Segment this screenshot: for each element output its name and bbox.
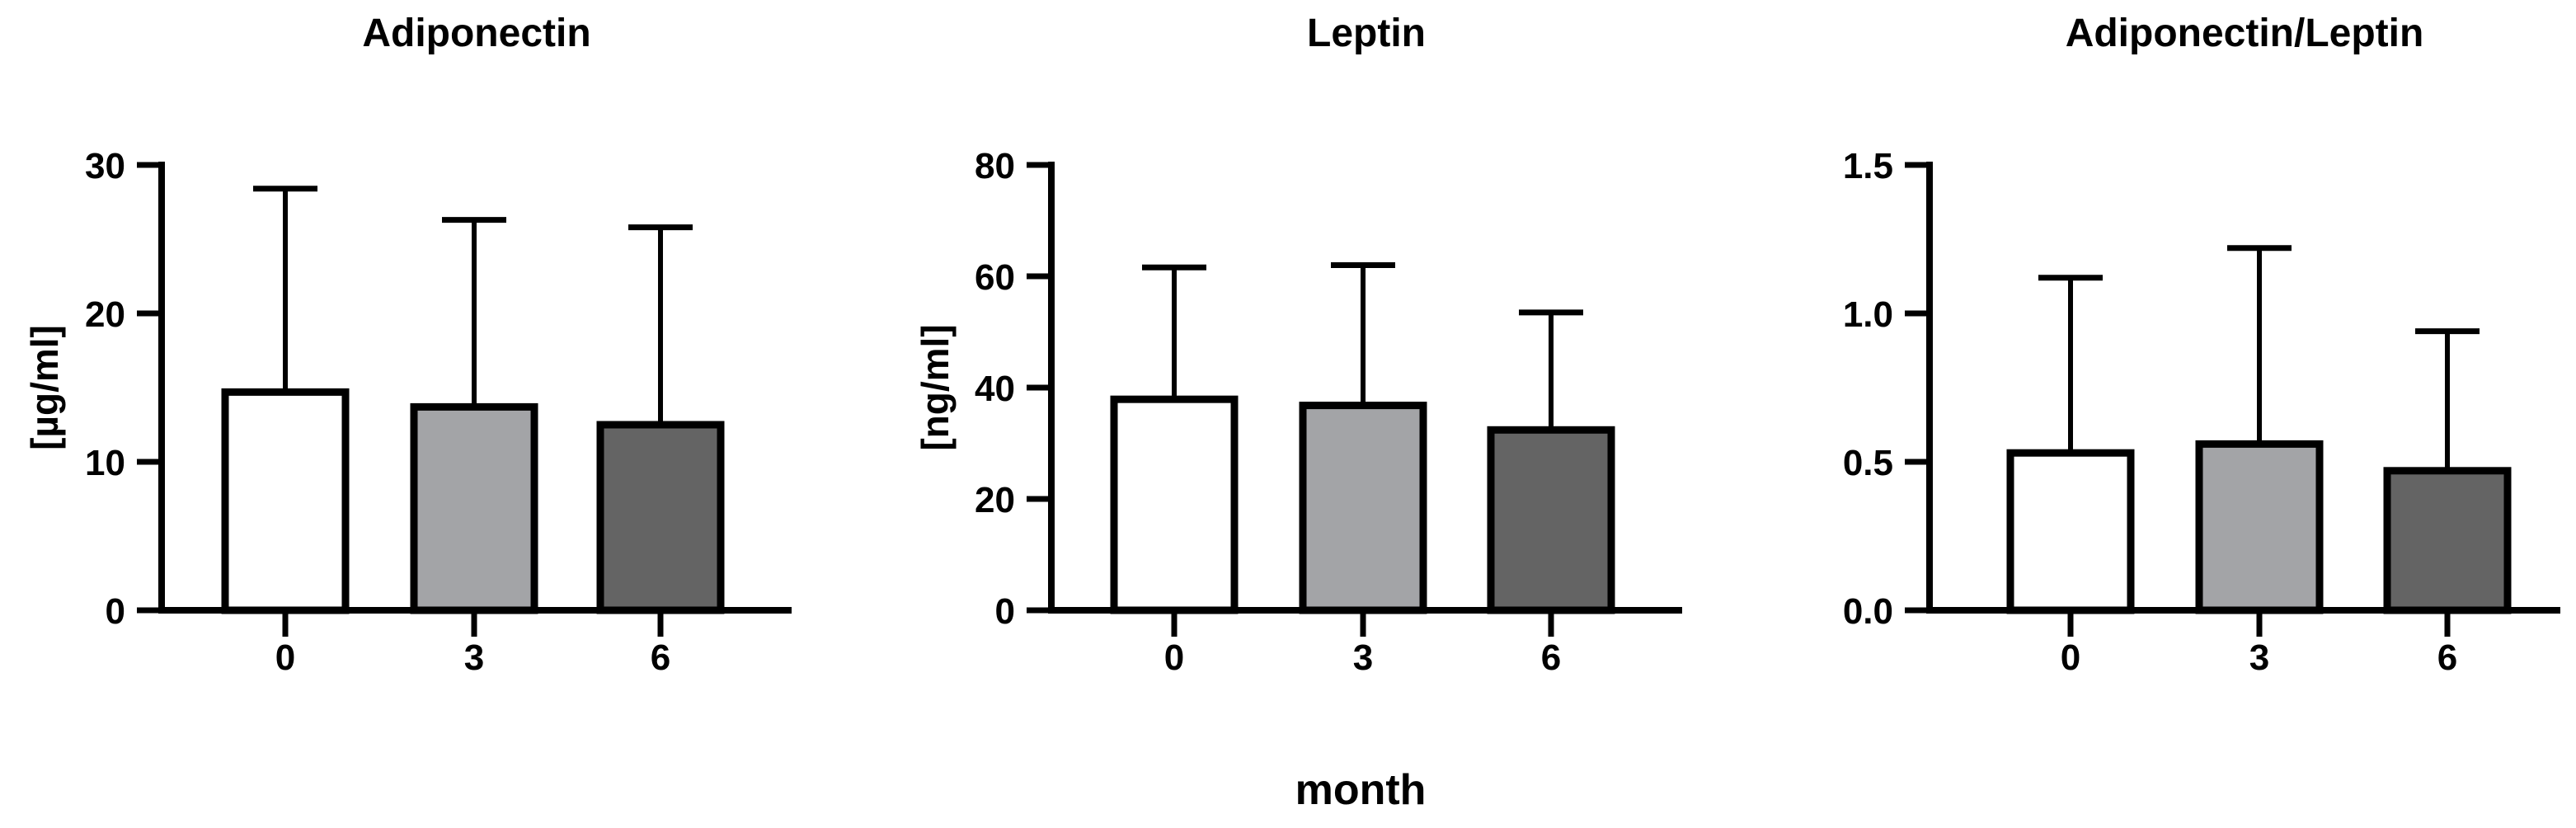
y-tick-label: 20 xyxy=(85,294,125,335)
y-axis-unit-label: [ng/ml] xyxy=(914,324,957,450)
bar-month-6 xyxy=(596,421,725,614)
y-tick-label: 0 xyxy=(106,591,125,632)
y-tick-label: 0.5 xyxy=(1843,443,1893,483)
y-tick-label: 1.5 xyxy=(1843,146,1893,186)
y-axis-unit-label: [µg/ml] xyxy=(23,325,66,450)
bar-month-0 xyxy=(1110,395,1239,614)
bar-month-3 xyxy=(1299,402,1427,614)
y-tick-label: 1.0 xyxy=(1843,294,1893,335)
panel-1: Adiponectin [µg/ml] 0 10 20 30 0 3 6 xyxy=(23,12,792,678)
x-tick-label: 0 xyxy=(275,637,295,678)
y-tick-label: 30 xyxy=(85,146,125,186)
bar-month-3 xyxy=(410,402,538,614)
x-tick-label: 6 xyxy=(1541,637,1561,678)
y-tick-label: 40 xyxy=(975,369,1015,409)
y-tick-label: 20 xyxy=(975,480,1015,520)
y-tick-label: 0.0 xyxy=(1843,591,1893,632)
y-tick-label: 80 xyxy=(975,146,1015,186)
x-tick-label: 0 xyxy=(2061,637,2080,678)
x-axis-title: month xyxy=(1295,766,1427,814)
x-tick-label: 3 xyxy=(464,637,484,678)
panel-title: Leptin xyxy=(1307,12,1426,55)
bar-month-0 xyxy=(2006,449,2135,614)
y-tick-label: 0 xyxy=(995,591,1015,632)
bar-month-6 xyxy=(2383,467,2512,614)
panel-title: Adiponectin/Leptin xyxy=(2066,12,2424,55)
bar-month-6 xyxy=(1487,426,1615,614)
x-tick-label: 3 xyxy=(1353,637,1373,678)
x-tick-label: 0 xyxy=(1164,637,1184,678)
x-tick-label: 6 xyxy=(2437,637,2457,678)
bar-month-3 xyxy=(2195,440,2324,614)
x-tick-label: 6 xyxy=(651,637,670,678)
y-tick-label: 10 xyxy=(85,443,125,483)
y-tick-label: 60 xyxy=(975,257,1015,298)
panel-title: Adiponectin xyxy=(362,12,590,55)
bar-month-0 xyxy=(221,388,350,614)
panel-3: Adiponectin/Leptin 0.0 0.5 1.0 1.5 0 3 6 xyxy=(1843,12,2560,678)
panel-2: Leptin [ng/ml] 0 20 40 60 80 0 3 6 xyxy=(914,12,1682,678)
x-tick-label: 3 xyxy=(2249,637,2269,678)
